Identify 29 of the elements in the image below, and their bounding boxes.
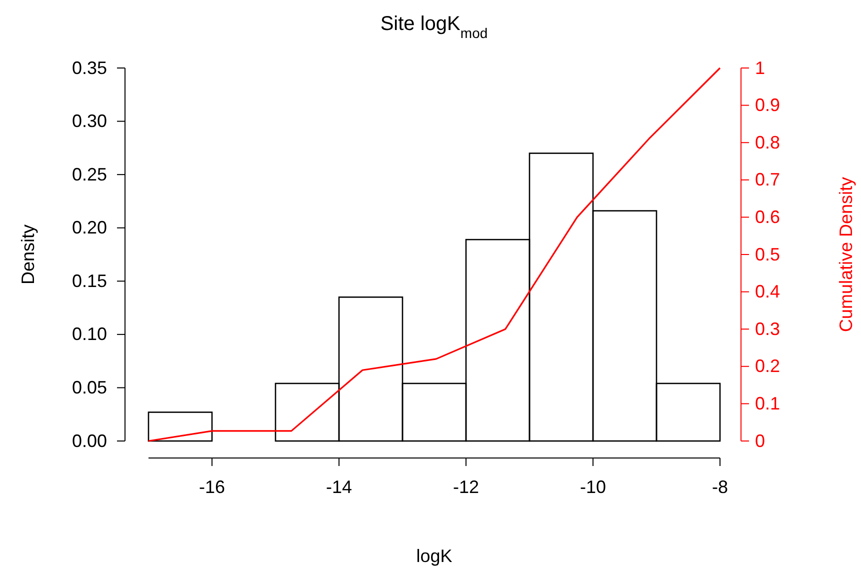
y-tick-label: 0.20 <box>72 218 107 238</box>
y2-tick-label: 0.5 <box>755 244 780 264</box>
y-tick-label: 0.00 <box>72 430 107 451</box>
y-tick-label: 0.10 <box>72 324 107 344</box>
y2-axis-title: Cumulative Density <box>836 176 856 332</box>
y-tick-label: 0.30 <box>72 111 107 132</box>
y2-tick-label: 0.7 <box>755 170 780 190</box>
y2-tick-label: 0.9 <box>755 95 780 116</box>
x-tick-label: -10 <box>580 476 606 497</box>
y2-tick-label: 1 <box>755 58 766 78</box>
x-tick-label: -16 <box>198 476 226 497</box>
x-tick-label: -12 <box>452 476 480 497</box>
x-axis-title: logK <box>416 546 452 566</box>
y-axis-title: Density <box>18 224 38 285</box>
y-tick-label: 0.35 <box>72 58 107 78</box>
x-tick-label: -8 <box>712 476 728 497</box>
line-series <box>148 67 721 442</box>
y-tick-label: 0.05 <box>72 377 107 398</box>
y2-tick-label: 0.6 <box>755 206 780 227</box>
y2-tick-label: 0.8 <box>755 132 780 152</box>
y2-tick-label: 0.1 <box>755 393 780 414</box>
y2-tick-label: 0.4 <box>755 282 780 302</box>
y-tick-label: 0.25 <box>72 164 107 184</box>
y-tick-label: 0.15 <box>72 270 107 291</box>
y2-tick-label: 0 <box>755 430 766 451</box>
y2-tick-label: 0.2 <box>755 356 780 376</box>
y2-tick-label: 0.3 <box>755 318 780 339</box>
chart-title: Site logK$_{mod}$ <box>380 13 488 41</box>
x-tick-label: -14 <box>326 476 352 497</box>
